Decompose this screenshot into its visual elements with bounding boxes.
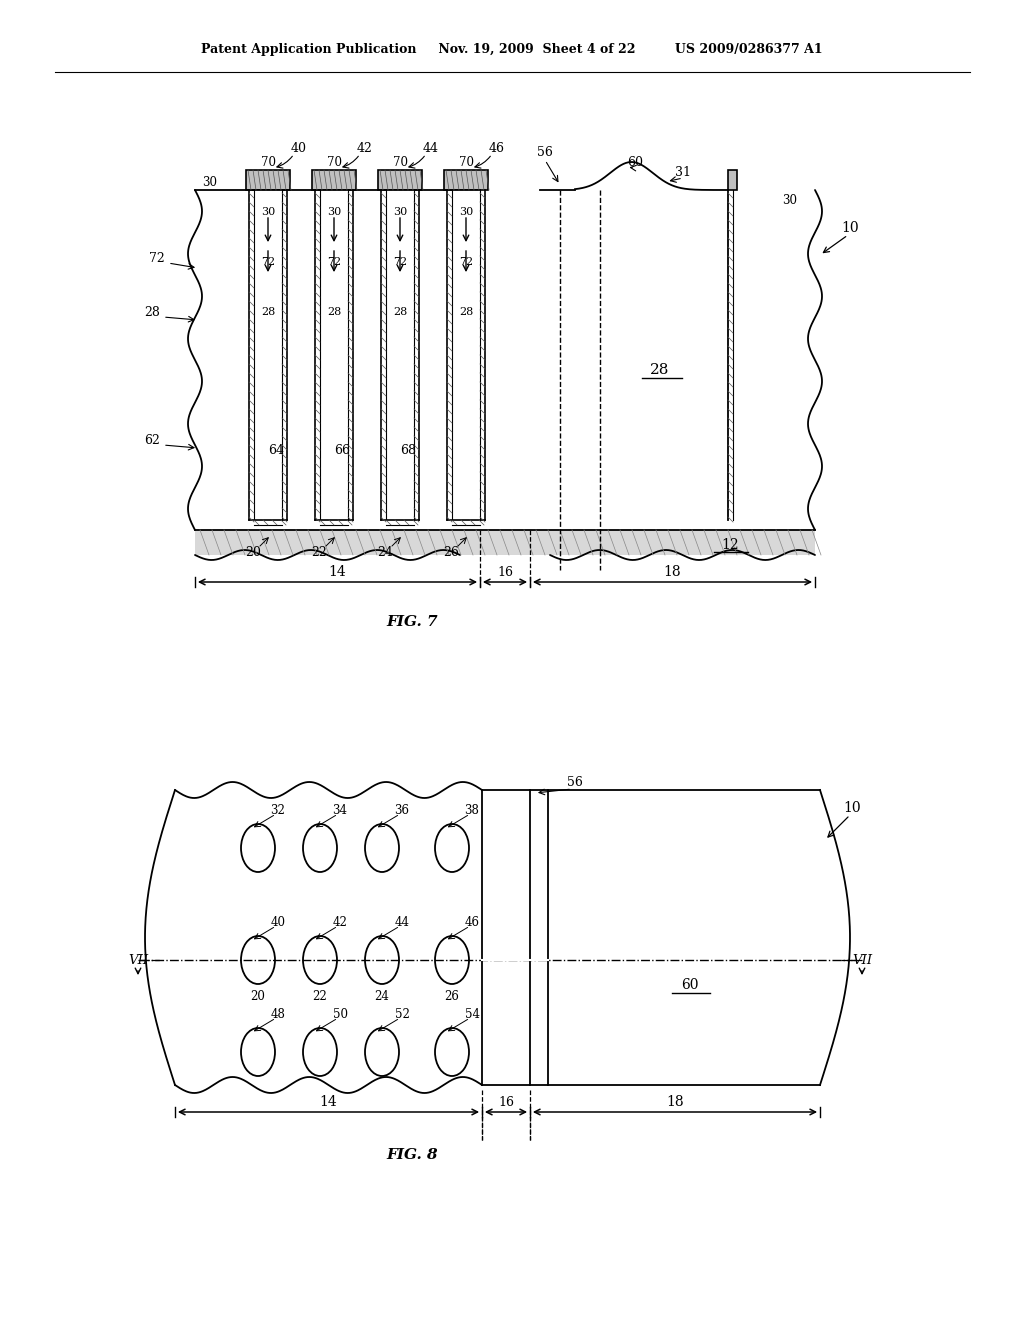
Text: 42: 42: [357, 141, 373, 154]
Text: 30: 30: [782, 194, 798, 206]
Text: 28: 28: [261, 308, 275, 317]
Text: 22: 22: [311, 545, 327, 558]
Text: 24: 24: [375, 990, 389, 1002]
Text: 24: 24: [377, 545, 393, 558]
Text: 56: 56: [537, 145, 553, 158]
Text: VII: VII: [852, 953, 872, 966]
Text: 50: 50: [333, 1007, 347, 1020]
Bar: [312, 170, 356, 190]
Text: 60: 60: [681, 978, 698, 993]
Text: 42: 42: [333, 916, 347, 928]
Ellipse shape: [365, 1028, 399, 1076]
Text: 10: 10: [843, 801, 861, 814]
Text: 20: 20: [251, 990, 265, 1002]
Text: 30: 30: [327, 207, 341, 216]
Text: 10: 10: [841, 220, 859, 235]
Ellipse shape: [241, 936, 275, 983]
Text: 72: 72: [459, 257, 473, 267]
Text: 20: 20: [245, 545, 261, 558]
Text: 44: 44: [394, 916, 410, 928]
Text: Patent Application Publication     Nov. 19, 2009  Sheet 4 of 22         US 2009/: Patent Application Publication Nov. 19, …: [201, 44, 823, 57]
Bar: [386, 190, 414, 520]
Text: VII: VII: [128, 953, 148, 966]
Text: 44: 44: [423, 141, 439, 154]
Text: FIG. 7: FIG. 7: [386, 615, 438, 630]
Text: 40: 40: [270, 916, 286, 928]
Text: 72: 72: [261, 257, 275, 267]
Text: 28: 28: [650, 363, 670, 378]
Text: 26: 26: [444, 990, 460, 1002]
Ellipse shape: [365, 936, 399, 983]
Text: 30: 30: [393, 207, 408, 216]
Bar: [319, 190, 348, 520]
Ellipse shape: [365, 824, 399, 873]
Text: 60: 60: [627, 156, 643, 169]
Text: 36: 36: [394, 804, 410, 817]
Ellipse shape: [241, 824, 275, 873]
Text: 30: 30: [261, 207, 275, 216]
Bar: [378, 170, 422, 190]
Text: 26: 26: [443, 545, 459, 558]
Text: 31: 31: [675, 165, 691, 178]
Bar: [728, 170, 737, 190]
Text: 72: 72: [150, 252, 165, 264]
Text: 54: 54: [465, 1007, 479, 1020]
Ellipse shape: [303, 1028, 337, 1076]
Text: 64: 64: [268, 444, 284, 457]
Text: FIG. 8: FIG. 8: [386, 1148, 438, 1162]
Bar: [452, 190, 480, 520]
Text: 62: 62: [144, 433, 160, 446]
Text: 72: 72: [393, 257, 408, 267]
Text: 70: 70: [459, 156, 473, 169]
Text: 66: 66: [334, 444, 350, 457]
Text: 40: 40: [291, 141, 307, 154]
Ellipse shape: [435, 936, 469, 983]
Text: 28: 28: [327, 308, 341, 317]
Text: 14: 14: [329, 565, 346, 579]
Text: 70: 70: [260, 156, 275, 169]
Text: 28: 28: [459, 308, 473, 317]
Text: 14: 14: [319, 1096, 337, 1109]
Text: 18: 18: [667, 1096, 684, 1109]
Text: 46: 46: [465, 916, 479, 928]
Text: 34: 34: [333, 804, 347, 817]
Bar: [444, 170, 488, 190]
Text: 12: 12: [721, 539, 738, 552]
Text: 28: 28: [144, 305, 160, 318]
Text: 18: 18: [664, 565, 681, 579]
Ellipse shape: [303, 936, 337, 983]
Text: 16: 16: [498, 1096, 514, 1109]
Text: 30: 30: [459, 207, 473, 216]
Text: 68: 68: [400, 444, 416, 457]
Bar: [246, 170, 290, 190]
Text: 38: 38: [465, 804, 479, 817]
Text: 52: 52: [394, 1007, 410, 1020]
Ellipse shape: [303, 824, 337, 873]
Text: 48: 48: [270, 1007, 286, 1020]
Text: 32: 32: [270, 804, 286, 817]
Text: 70: 70: [327, 156, 341, 169]
Text: 46: 46: [489, 141, 505, 154]
Text: 16: 16: [497, 565, 513, 578]
Text: 56: 56: [567, 776, 583, 788]
Text: 28: 28: [393, 308, 408, 317]
Ellipse shape: [435, 1028, 469, 1076]
Ellipse shape: [241, 1028, 275, 1076]
Text: 30: 30: [203, 177, 217, 190]
Bar: [195, 531, 815, 554]
Text: 22: 22: [312, 990, 328, 1002]
Text: 70: 70: [392, 156, 408, 169]
Text: 72: 72: [327, 257, 341, 267]
Ellipse shape: [435, 824, 469, 873]
Bar: [254, 190, 282, 520]
